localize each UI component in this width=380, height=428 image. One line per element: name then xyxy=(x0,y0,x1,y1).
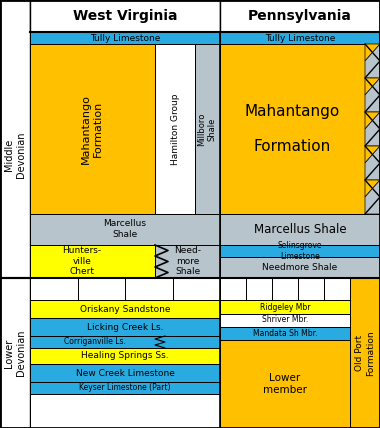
Bar xyxy=(30,394,220,428)
Text: Lower
Devonian: Lower Devonian xyxy=(4,330,26,376)
Bar xyxy=(30,245,155,278)
Polygon shape xyxy=(365,112,380,146)
Text: Corriganville Ls.: Corriganville Ls. xyxy=(64,338,126,347)
Polygon shape xyxy=(365,180,380,197)
Bar xyxy=(155,44,195,214)
Text: Hamilton Group: Hamilton Group xyxy=(171,93,179,165)
Text: Old Port
Formation: Old Port Formation xyxy=(355,330,375,376)
Bar xyxy=(298,278,324,300)
Text: Licking Creek Ls.: Licking Creek Ls. xyxy=(87,323,163,332)
Text: Mahantango
Formation: Mahantango Formation xyxy=(81,94,103,164)
Text: Tully Limestone: Tully Limestone xyxy=(90,33,160,42)
Bar xyxy=(350,278,380,428)
Bar xyxy=(272,278,298,300)
Text: Tully Limestone: Tully Limestone xyxy=(265,33,335,42)
Bar xyxy=(155,245,220,278)
Bar xyxy=(220,0,380,32)
Bar xyxy=(195,44,220,214)
Text: Shriver Mbr.: Shriver Mbr. xyxy=(262,315,308,324)
Bar xyxy=(246,278,272,300)
Text: Selinsgrove
Limestone: Selinsgrove Limestone xyxy=(278,241,322,261)
Text: Needmore Shale: Needmore Shale xyxy=(262,262,337,271)
Bar xyxy=(30,348,220,364)
Bar xyxy=(30,364,220,382)
Polygon shape xyxy=(365,44,380,61)
Bar xyxy=(78,278,125,300)
Text: New Creek Limestone: New Creek Limestone xyxy=(76,369,174,377)
Text: Pennsylvania: Pennsylvania xyxy=(248,9,352,23)
Bar xyxy=(30,32,220,44)
Polygon shape xyxy=(365,78,380,95)
Bar xyxy=(30,44,155,214)
Bar xyxy=(30,214,220,245)
Bar xyxy=(350,278,380,300)
Text: Lower
member: Lower member xyxy=(263,373,307,395)
Bar xyxy=(30,382,220,394)
Polygon shape xyxy=(365,146,380,180)
Bar xyxy=(125,278,173,300)
Polygon shape xyxy=(365,44,380,78)
Bar xyxy=(30,278,78,300)
Text: Millboro
Shale: Millboro Shale xyxy=(197,112,217,146)
Bar xyxy=(324,278,350,300)
Bar xyxy=(220,278,246,300)
Text: West Virginia: West Virginia xyxy=(73,9,177,23)
Polygon shape xyxy=(365,180,380,214)
Bar xyxy=(220,32,380,44)
Text: Middle
Devonian: Middle Devonian xyxy=(4,132,26,178)
Bar xyxy=(30,0,220,32)
Bar xyxy=(220,44,365,214)
Text: Need-
more
Shale: Need- more Shale xyxy=(174,246,201,276)
Text: Healing Springs Ss.: Healing Springs Ss. xyxy=(81,351,169,360)
Bar xyxy=(220,327,350,340)
Bar xyxy=(173,278,220,300)
Text: Ridgeley Mbr: Ridgeley Mbr xyxy=(260,303,310,312)
Bar xyxy=(220,245,380,257)
Polygon shape xyxy=(365,146,380,163)
Text: Keyser Limestone (Part): Keyser Limestone (Part) xyxy=(79,383,171,392)
Bar xyxy=(220,314,350,327)
Text: Oriskany Sandstone: Oriskany Sandstone xyxy=(80,304,170,313)
Bar xyxy=(220,300,350,314)
Bar xyxy=(220,257,380,278)
Text: Marcellus
Shale: Marcellus Shale xyxy=(103,219,147,239)
Bar xyxy=(30,300,220,318)
Bar xyxy=(220,340,350,428)
Bar xyxy=(0,0,30,428)
Text: Mandata Sh Mbr.: Mandata Sh Mbr. xyxy=(253,329,317,338)
Bar xyxy=(220,214,380,245)
Bar xyxy=(30,318,220,336)
Text: Hunters-
ville
Chert: Hunters- ville Chert xyxy=(62,246,101,276)
Text: Marcellus Shale: Marcellus Shale xyxy=(254,223,346,235)
Bar xyxy=(30,336,220,348)
Polygon shape xyxy=(365,78,380,112)
Polygon shape xyxy=(365,112,380,129)
Text: Mahantango

Formation: Mahantango Formation xyxy=(244,104,340,154)
